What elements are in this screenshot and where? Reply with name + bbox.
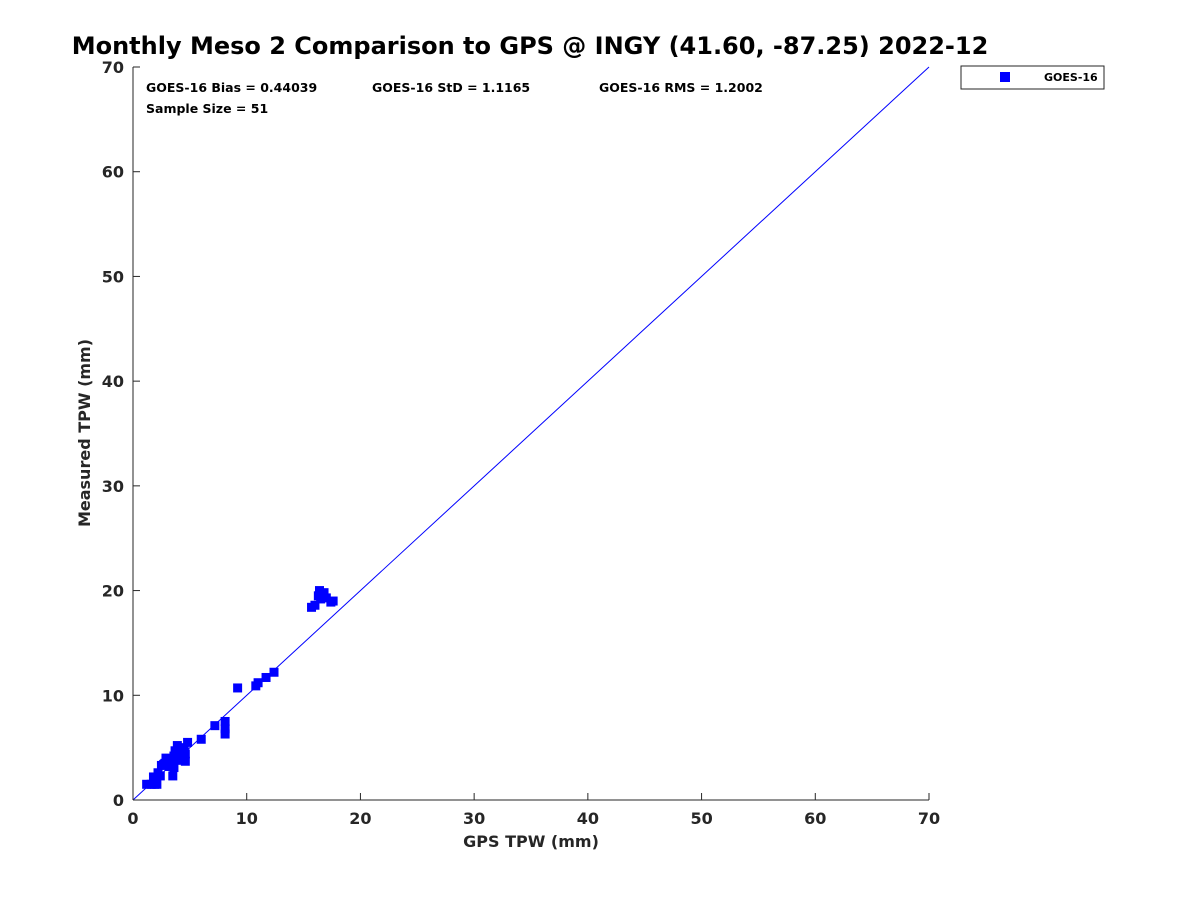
data-point — [173, 748, 183, 758]
y-tick-label: 40 — [102, 372, 124, 391]
y-tick-label: 30 — [102, 477, 124, 496]
y-tick-label: 10 — [102, 686, 124, 705]
y-tick-label: 0 — [113, 791, 124, 810]
x-tick-label: 60 — [804, 809, 826, 828]
data-point — [220, 716, 230, 726]
data-point — [169, 763, 179, 773]
data-point — [151, 774, 161, 784]
data-point — [179, 744, 189, 754]
x-tick-label: 70 — [918, 809, 940, 828]
x-tick-label: 40 — [577, 809, 599, 828]
x-tick-label: 0 — [127, 809, 138, 828]
y-tick-label: 60 — [102, 163, 124, 182]
x-axis-label: GPS TPW (mm) — [463, 832, 599, 851]
y-tick-label: 50 — [102, 267, 124, 286]
data-point — [261, 672, 271, 682]
data-point — [166, 757, 176, 767]
data-point — [220, 724, 230, 734]
legend: GOES-16 — [960, 65, 1105, 90]
y-ticks: 0 10 20 30 40 50 60 70 — [102, 58, 140, 810]
data-point — [326, 597, 336, 607]
data-point — [183, 737, 193, 747]
data-point — [220, 729, 230, 739]
data-point — [310, 600, 320, 610]
data-point — [269, 667, 279, 677]
bias-annotation: GOES-16 Bias = 0.44039 — [146, 80, 317, 95]
legend-marker-goes16 — [1000, 72, 1010, 82]
data-point — [152, 779, 162, 789]
chart-title: Monthly Meso 2 Comparison to GPS @ INGY … — [72, 32, 989, 60]
data-point — [210, 721, 220, 731]
x-tick-label: 30 — [463, 809, 485, 828]
data-point — [180, 749, 190, 759]
data-point — [172, 741, 182, 751]
data-point — [233, 683, 243, 693]
axes-layer — [132, 67, 929, 801]
y-tick-label: 70 — [102, 58, 124, 77]
data-points-layer — [142, 586, 338, 789]
data-point — [159, 759, 169, 769]
data-point — [161, 753, 171, 763]
data-point — [155, 771, 165, 781]
rms-annotation: GOES-16 RMS = 1.2002 — [599, 80, 763, 95]
data-point — [318, 592, 328, 602]
data-point — [313, 591, 323, 601]
y-axis-label: Measured TPW (mm) — [75, 339, 94, 527]
data-point — [168, 771, 178, 781]
sample-size-annotation: Sample Size = 51 — [146, 101, 268, 116]
x-ticks: 0 10 20 30 40 50 60 70 — [127, 793, 940, 828]
legend-box — [960, 65, 1105, 90]
data-point — [142, 779, 152, 789]
x-tick-label: 10 — [236, 809, 258, 828]
std-annotation: GOES-16 StD = 1.1165 — [372, 80, 530, 95]
data-point — [175, 754, 185, 764]
data-point — [196, 734, 206, 744]
x-tick-label: 50 — [690, 809, 712, 828]
legend-label-goes16: GOES-16 — [1044, 71, 1098, 84]
data-point — [180, 756, 190, 766]
data-point — [253, 678, 263, 688]
x-tick-label: 20 — [349, 809, 371, 828]
y-tick-label: 20 — [102, 582, 124, 601]
